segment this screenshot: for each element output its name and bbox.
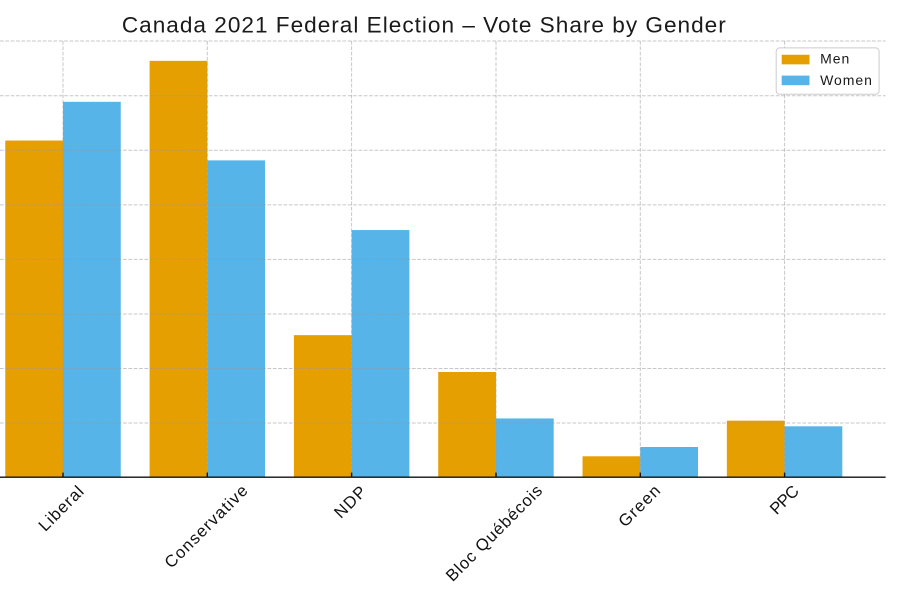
svg-text:Canada 2021 Federal Election –: Canada 2021 Federal Election – Vote Shar… (122, 13, 727, 38)
svg-text:Women: Women (820, 72, 873, 88)
svg-text:Men: Men (820, 51, 850, 67)
